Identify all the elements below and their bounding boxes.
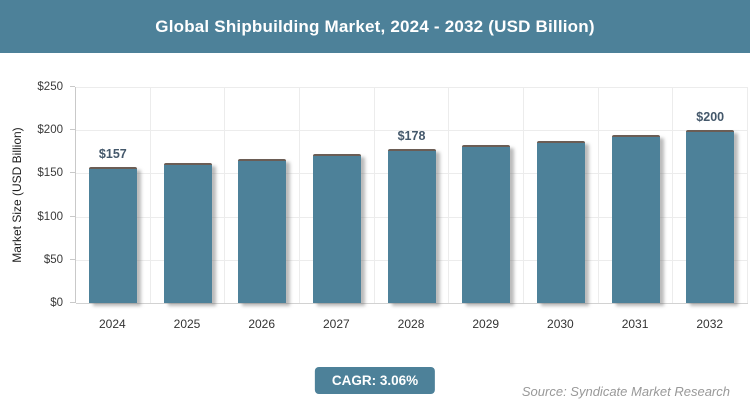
y-tick-label-250: $250 bbox=[37, 81, 63, 93]
bar-value-label-2032: $200 bbox=[696, 110, 725, 125]
category-cell-2029 bbox=[449, 87, 525, 303]
x-tick-label-2031: 2031 bbox=[621, 317, 649, 331]
category-cell-2031 bbox=[599, 87, 674, 303]
x-tick-label-2032: 2032 bbox=[696, 317, 724, 331]
x-tick-label-2024: 2024 bbox=[98, 317, 126, 331]
x-tick-label-2029: 2029 bbox=[472, 317, 500, 331]
bars-container: $157 $178 $200 bbox=[76, 87, 749, 303]
y-tick-mark bbox=[70, 215, 75, 217]
category-cell-2028: $178 bbox=[375, 87, 450, 303]
bar-2030 bbox=[536, 140, 585, 303]
chart-title: Global Shipbuilding Market, 2024 - 2032 … bbox=[155, 16, 595, 36]
x-tick-label-2026: 2026 bbox=[248, 317, 276, 331]
x-tick-label-2030: 2030 bbox=[547, 317, 574, 331]
x-tick-label-2028: 2028 bbox=[397, 317, 425, 331]
y-tick-label-200: $200 bbox=[37, 124, 63, 137]
category-cell-2030 bbox=[524, 87, 599, 303]
category-cell-2032: $200 bbox=[673, 87, 749, 303]
y-tick-label-100: $100 bbox=[37, 210, 63, 223]
cagr-label: CAGR: 3.06% bbox=[331, 373, 419, 388]
bar-2024 bbox=[88, 167, 137, 303]
cagr-badge: CAGR: 3.06% bbox=[314, 367, 436, 394]
bar-2028 bbox=[387, 149, 436, 303]
chart-title-bar: Global Shipbuilding Market, 2024 - 2032 … bbox=[0, 0, 750, 53]
bar-2032 bbox=[686, 130, 735, 303]
x-axis-labels: 2024 2025 2026 2027 2028 2029 2030 2031 2032 bbox=[75, 317, 747, 331]
category-cell-2027 bbox=[300, 87, 375, 303]
x-tick-label-2025: 2025 bbox=[173, 317, 201, 331]
category-cell-2025 bbox=[151, 87, 226, 303]
bar-2029 bbox=[462, 144, 511, 303]
y-tick-mark bbox=[70, 129, 75, 131]
bar-2031 bbox=[611, 135, 660, 303]
y-tick-mark bbox=[70, 172, 75, 174]
y-tick-label-150: $150 bbox=[37, 167, 63, 180]
y-tick-label-50: $50 bbox=[43, 253, 63, 266]
bar-value-label-2028: $178 bbox=[397, 129, 426, 144]
x-tick-label-2027: 2027 bbox=[323, 317, 350, 331]
y-tick-mark bbox=[70, 86, 75, 87]
h-gridline bbox=[76, 130, 748, 132]
bar-value-label-2024: $157 bbox=[98, 147, 127, 162]
plot-area: $157 $178 $200 bbox=[75, 87, 749, 304]
y-tick-mark bbox=[70, 302, 75, 303]
h-gridline bbox=[76, 87, 748, 88]
y-axis-ticks: $0 $50 $100 $150 $200 $250 bbox=[0, 81, 75, 309]
category-cell-2026 bbox=[225, 87, 301, 303]
bar-2025 bbox=[163, 163, 212, 303]
source-credit: Source: Syndicate Market Research bbox=[521, 384, 730, 399]
h-gridline bbox=[76, 303, 748, 304]
category-cell-2024: $157 bbox=[76, 87, 151, 303]
bar-2027 bbox=[312, 154, 361, 303]
y-tick-label-0: $0 bbox=[50, 297, 63, 309]
y-tick-mark bbox=[70, 258, 75, 260]
bar-2026 bbox=[238, 158, 287, 303]
